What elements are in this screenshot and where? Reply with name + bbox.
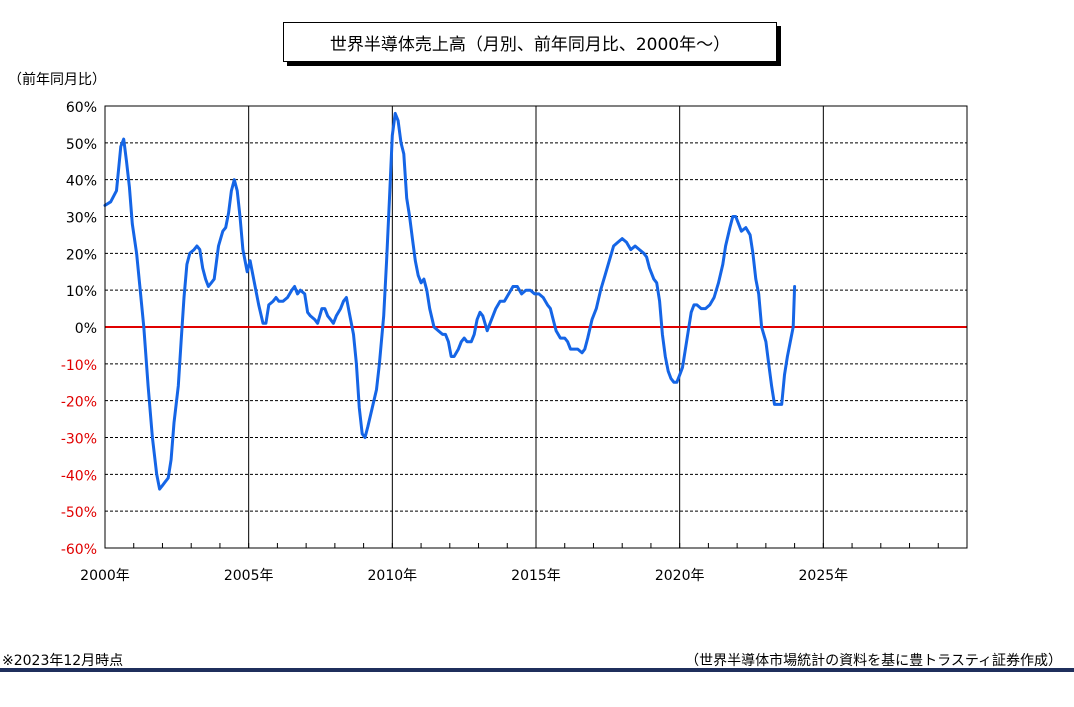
chart-title: 世界半導体売上高（月別、前年同月比、2000年～）: [283, 22, 777, 62]
y-tick-label: 40%: [66, 174, 97, 190]
y-axis-tick-labels: 60% 50% 40% 30% 20% 10% 0% -10% -20% -30% -40% -50%…: [61, 100, 97, 558]
x-tick-label: 2025年: [799, 568, 849, 584]
chart-series: [103, 111, 797, 491]
y-tick-label: 0%: [75, 321, 97, 337]
y-tick-label: -40%: [61, 468, 97, 484]
y-tick-label: 20%: [66, 247, 97, 263]
yoy-series-line: [103, 111, 797, 491]
x-tick-label: 2005年: [224, 568, 274, 584]
yoy-line-chart: 60% 50% 40% 30% 20% 10% 0% -10% -20% -30% -40% -50%…: [61, 100, 968, 584]
y-tick-label: 30%: [66, 211, 97, 227]
y-tick-label: 50%: [66, 137, 97, 153]
x-axis-ticks: [133, 543, 939, 548]
y-tick-label: -10%: [61, 358, 97, 374]
x-tick-label: 2010年: [368, 568, 418, 584]
y-tick-label: -20%: [61, 395, 97, 411]
y-tick-label: -60%: [61, 542, 97, 558]
plot-area-border: [104, 105, 968, 549]
y-tick-label: 60%: [66, 100, 97, 116]
footnote-source: （世界半導体市場統計の資料を基に豊トラスティ証券作成）: [685, 653, 1062, 669]
y-axis-unit-label: （前年同月比）: [8, 72, 106, 88]
y-tick-label: -50%: [61, 505, 97, 521]
x-tick-label: 2020年: [655, 568, 705, 584]
x-tick-label: 2015年: [511, 568, 561, 584]
bottom-divider: [0, 668, 1074, 672]
x-axis-tick-labels: 2000年 2005年 2010年 2015年 2020年 2025年: [80, 568, 848, 584]
x-tick-label: 2000年: [80, 568, 130, 584]
footnote-date: ※2023年12月時点: [2, 653, 124, 669]
y-tick-label: 10%: [66, 284, 97, 300]
y-tick-label: -30%: [61, 432, 97, 448]
